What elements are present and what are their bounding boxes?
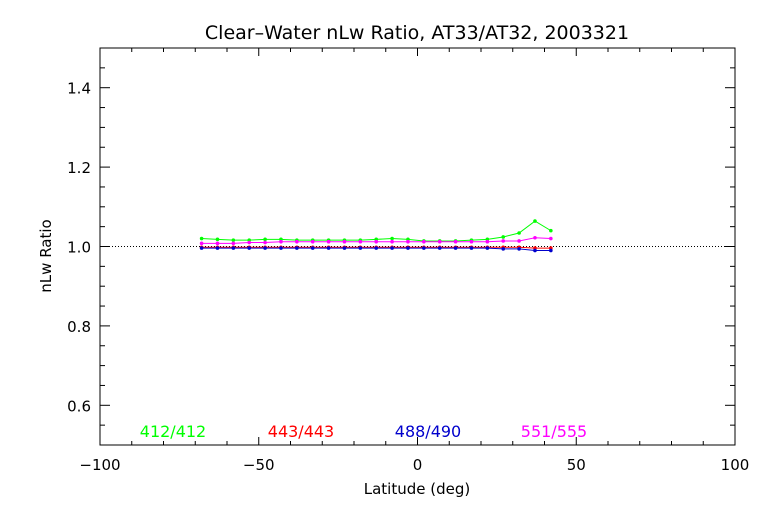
- data-point: [517, 239, 521, 243]
- series-551-555: [199, 235, 553, 246]
- data-point: [422, 239, 426, 244]
- data-point: [279, 239, 283, 244]
- data-point: [374, 246, 379, 250]
- data-point: [279, 246, 283, 250]
- y-tick-label: 0.8: [67, 318, 91, 336]
- x-tick-label: −50: [243, 456, 275, 474]
- data-point: [453, 239, 458, 244]
- chart-title: Clear–Water nLw Ratio, AT33/AT32, 200332…: [205, 22, 629, 44]
- legend: 412/412 443/443 488/490 551/555: [140, 422, 587, 441]
- data-point: [453, 246, 458, 250]
- data-point: [263, 240, 267, 245]
- legend-entry: 412/412: [140, 422, 206, 441]
- data-point: [247, 240, 252, 245]
- data-point: [342, 246, 347, 250]
- data-point: [485, 246, 490, 250]
- x-axis-label: Latitude (deg): [364, 480, 470, 498]
- y-axis-label: nLw Ratio: [37, 219, 55, 292]
- x-tick-label: 100: [721, 456, 750, 474]
- data-point: [215, 246, 220, 250]
- x-tick-label: −100: [79, 456, 120, 474]
- data-point: [326, 246, 331, 250]
- x-tick-label: 0: [413, 456, 423, 474]
- data-point: [501, 235, 506, 239]
- data-point: [199, 236, 204, 241]
- data-point: [263, 237, 267, 242]
- data-point: [406, 246, 410, 250]
- data-point: [310, 246, 315, 250]
- data-point: [310, 239, 315, 244]
- data-point: [358, 246, 363, 250]
- data-point: [231, 241, 236, 246]
- data-point: [533, 235, 537, 240]
- data-point: [406, 239, 410, 244]
- data-point: [549, 236, 553, 241]
- data-point: [215, 237, 220, 242]
- data-point: [358, 239, 363, 244]
- data-point: [326, 239, 331, 244]
- axis-ticks: [99, 47, 736, 446]
- series-412-412: [199, 219, 553, 243]
- plot-frame: [99, 47, 736, 446]
- series-group: [199, 219, 553, 253]
- data-point: [390, 236, 394, 241]
- series-488-490: [199, 246, 553, 253]
- data-point: [231, 238, 236, 242]
- y-tick-label: 1.4: [67, 80, 91, 98]
- data-point: [533, 248, 537, 253]
- data-point: [517, 231, 521, 235]
- data-point: [342, 239, 347, 244]
- y-tick-label: 0.6: [67, 397, 91, 415]
- data-point: [469, 239, 474, 244]
- data-point: [485, 239, 490, 244]
- data-point: [437, 246, 442, 250]
- data-point: [422, 246, 426, 250]
- data-point: [533, 219, 537, 223]
- y-tick-label: 1.0: [67, 239, 91, 257]
- data-point: [501, 247, 506, 251]
- data-point: [390, 246, 394, 250]
- y-tick-label: 1.2: [67, 159, 91, 177]
- data-point: [549, 228, 553, 233]
- legend-entry: 443/443: [268, 422, 334, 441]
- data-point: [295, 246, 299, 250]
- data-point: [437, 239, 442, 244]
- data-point: [263, 246, 267, 250]
- data-point: [374, 239, 379, 244]
- data-point: [231, 246, 236, 250]
- x-tick-label: 50: [567, 456, 586, 474]
- legend-entry: 488/490: [395, 422, 461, 441]
- data-point: [199, 246, 204, 250]
- data-point: [199, 241, 204, 246]
- data-point: [215, 241, 220, 246]
- data-point: [549, 248, 553, 253]
- data-point: [501, 239, 506, 243]
- data-point: [247, 246, 252, 250]
- axis-tick-labels: −100 −50 0 50 100 0.6 0.8 1.0 1.2 1.4: [67, 80, 749, 474]
- data-point: [390, 239, 394, 244]
- data-point: [469, 246, 474, 250]
- data-point: [295, 239, 299, 244]
- legend-entry: 551/555: [521, 422, 587, 441]
- data-point: [517, 247, 521, 251]
